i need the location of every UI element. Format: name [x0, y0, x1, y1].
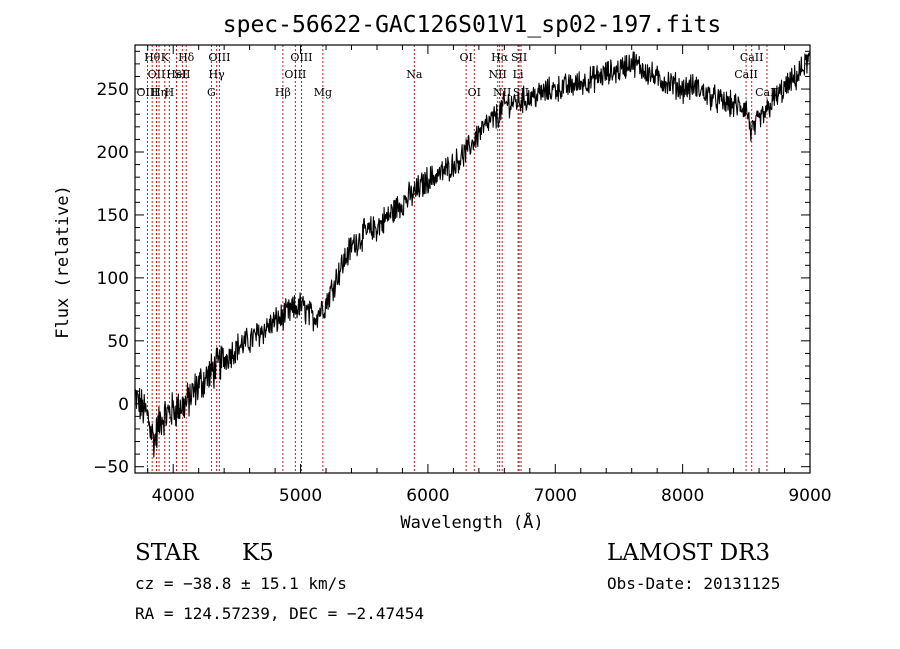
line-marker-label: Hη [151, 86, 167, 99]
line-marker-label: H [165, 86, 175, 99]
object-class: STAR [135, 540, 199, 566]
axis-ticks: 4000 5000 6000 7000 8000 9000 −50 0 50 100 150 200 2… [93, 45, 832, 506]
line-marker-label: SII [174, 68, 190, 81]
line-marker-label: Hγ [209, 68, 226, 81]
line-marker-labels: OIIIHθOIIHηKHHeISIIHδGHγOIIIHβOIIIOIIIMg… [136, 51, 778, 99]
line-marker-label: HeI [166, 68, 186, 81]
line-marker-label: OI [459, 51, 472, 64]
chart-title: spec-56622-GAC126S01V1_sp02-197.fits [223, 12, 722, 38]
y-tick-label: 150 [97, 206, 129, 226]
line-marker-label: Hδ [178, 51, 195, 64]
line-marker-label: Mg [314, 86, 332, 99]
line-marker-label: OIII [208, 51, 230, 64]
line-marker-label: OIII [284, 68, 306, 81]
line-marker-label: G [207, 86, 216, 99]
y-tick-label: 200 [97, 143, 129, 163]
y-axis-label: Flux (relative) [53, 185, 73, 339]
line-marker-label: K [161, 51, 170, 64]
y-tick-label: 0 [118, 395, 129, 415]
y-tick-label: −50 [93, 458, 129, 478]
velocity-readout: cz = −38.8 ± 15.1 km/s [135, 574, 347, 593]
line-marker-label: SII [511, 51, 527, 64]
x-tick-label: 4000 [152, 486, 195, 506]
line-marker-label: SII [513, 86, 529, 99]
x-axis-label: Wavelength (Å) [400, 511, 543, 533]
line-marker-label: CaII [740, 51, 764, 64]
obs-date: Obs-Date: 20131125 [607, 574, 781, 593]
line-marker-label: Li [513, 68, 524, 81]
line-marker-label: OI [468, 86, 481, 99]
plot-frame [134, 44, 811, 474]
line-markers [146, 45, 768, 473]
survey-name: LAMOST DR3 [607, 540, 771, 566]
line-marker-label: NII [489, 68, 507, 81]
x-tick-label: 5000 [279, 486, 322, 506]
line-marker-label: Hα [491, 51, 509, 64]
line-marker-label: NII [493, 86, 511, 99]
line-marker-label: Hθ [144, 51, 161, 64]
x-tick-label: 8000 [661, 486, 704, 506]
x-tick-label: 9000 [788, 486, 831, 506]
line-marker-label: OII [148, 68, 166, 81]
line-marker-label: CaII [755, 86, 779, 99]
line-marker-label: OIII [290, 51, 312, 64]
line-marker-label: OIII [136, 86, 158, 99]
y-tick-label: 50 [107, 332, 129, 352]
x-tick-label: 6000 [406, 486, 449, 506]
y-tick-label: 100 [97, 269, 129, 289]
line-marker-label: CaII [734, 68, 758, 81]
line-marker-label: Hβ [275, 86, 291, 99]
object-subclass: K5 [242, 540, 274, 566]
x-tick-label: 7000 [534, 486, 577, 506]
line-marker-label: Na [406, 68, 423, 81]
y-tick-label: 250 [97, 80, 129, 100]
spectrum-line [134, 50, 811, 458]
coordinates-readout: RA = 124.57239, DEC = −2.47454 [135, 604, 424, 623]
